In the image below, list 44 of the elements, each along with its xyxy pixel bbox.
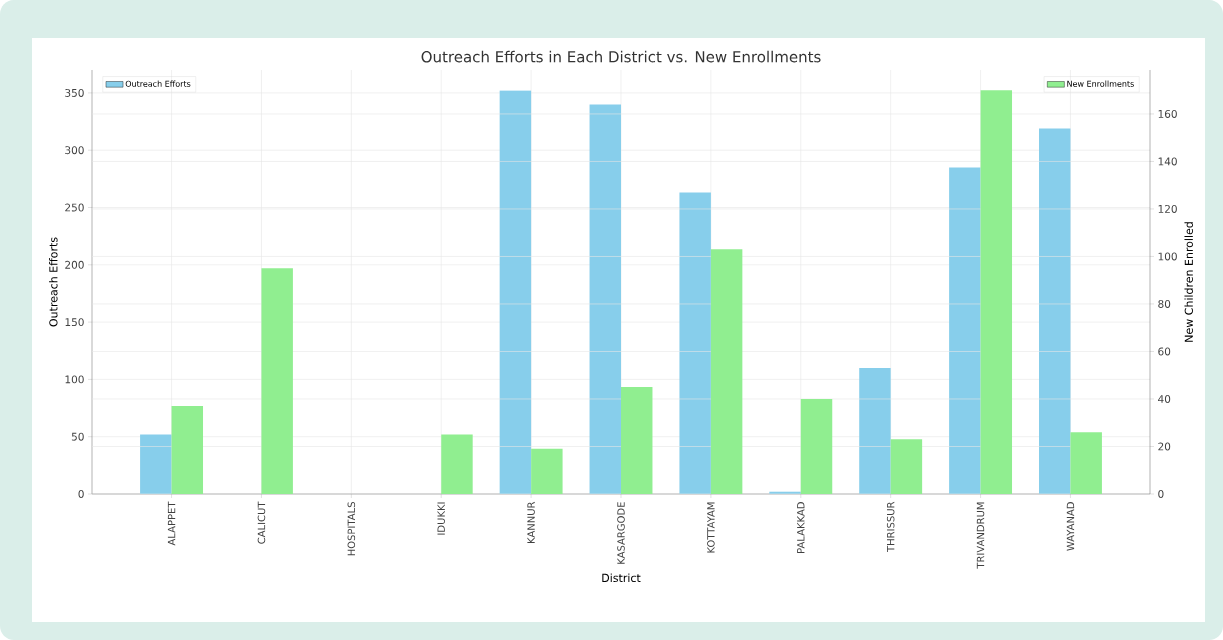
- y2-tick-label: 60: [1158, 347, 1171, 356]
- bar: [499, 90, 532, 494]
- x-tick-label: KASARGODE: [617, 502, 625, 564]
- x-tick-label: WAYANAD: [1066, 502, 1075, 551]
- bar: [1039, 128, 1071, 494]
- bar: [859, 367, 891, 494]
- x-tick-label: CALICUT: [257, 501, 266, 544]
- y-axis-title: Outreach Efforts: [49, 237, 58, 327]
- y-tick-label: 200: [65, 260, 84, 269]
- y-tick-label: 0: [78, 490, 84, 498]
- y-tick-label: 150: [65, 318, 84, 327]
- legend-label: Outreach Efforts: [125, 80, 191, 87]
- y2-tick-label: 80: [1158, 300, 1171, 308]
- y2-tick-label: 160: [1158, 109, 1177, 118]
- legend-label: New Enrollments: [1067, 80, 1134, 87]
- y2-tick-label: 100: [1158, 252, 1177, 261]
- y-tick-label: 300: [65, 146, 84, 155]
- bar: [441, 434, 473, 494]
- bar: [261, 268, 293, 494]
- x-tick-label: IDUKKI: [437, 502, 445, 535]
- y-tick-label: 50: [71, 432, 84, 441]
- bar: [531, 448, 563, 494]
- y2-tick-label: 140: [1158, 157, 1177, 166]
- x-tick-label: ALAPPET: [167, 501, 176, 546]
- y-tick-label: 250: [65, 203, 84, 212]
- x-axis-title: District: [602, 573, 641, 583]
- bar: [800, 398, 833, 494]
- x-tick-label: PALAKKAD: [797, 502, 805, 553]
- x-tick-label: THRISSUR: [886, 501, 895, 553]
- y2-tick-label: 120: [1158, 204, 1177, 213]
- bar: [621, 387, 653, 494]
- y2-tick-label: 40: [1158, 395, 1171, 403]
- y2-tick-label: 20: [1158, 442, 1171, 451]
- y-tick-label: 350: [65, 88, 84, 97]
- x-tick-label: KOTTAYAM: [707, 502, 715, 553]
- bar: [589, 104, 622, 494]
- x-tick-label: KANNUR: [527, 501, 535, 543]
- x-tick-label: TRIVANDRUM: [976, 502, 985, 569]
- y2-axis-title: New Children Enrolled: [1184, 222, 1193, 342]
- y2-tick-label: 0: [1158, 490, 1164, 498]
- chart-title: Outreach Efforts in Each District vs. New Enrollments: [421, 50, 821, 63]
- y-tick-label: 100: [65, 375, 84, 384]
- bar: [1070, 432, 1102, 494]
- x-tick-label: HOSPITALS: [347, 502, 356, 556]
